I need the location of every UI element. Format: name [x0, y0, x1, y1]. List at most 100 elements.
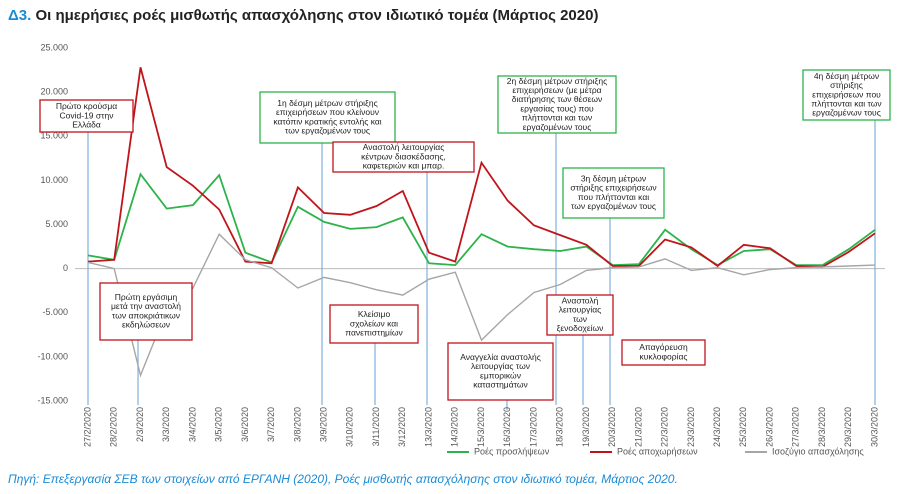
legend-label: Ισοζύγιο απασχόλησης	[772, 446, 864, 456]
x-tick-label: 16/3/2020	[502, 407, 512, 447]
annotation-box	[621, 339, 706, 366]
annotation-text: επιχειρήσεων που κλείνουν	[276, 107, 379, 117]
annotation-text: πανεπιστημίων	[345, 327, 402, 337]
x-tick-label: 3/9/2020	[318, 407, 328, 442]
annotation-text: κυκλοφορίας	[640, 351, 688, 361]
x-tick-label: 26/3/2020	[764, 407, 774, 447]
annotation-text: 4η δέσμη μέτρων	[814, 71, 879, 81]
x-tick-label: 3/3/2020	[161, 407, 171, 442]
annotation-text: που πλήττονται και	[578, 192, 649, 202]
annotation-text: Ελλάδα	[72, 119, 101, 129]
y-tick-label: 20.000	[40, 87, 68, 97]
x-tick-label: 15/3/2020	[476, 407, 486, 447]
annotation-text: εμπορικών	[480, 370, 521, 380]
annotation-text: στήριξης	[830, 80, 863, 90]
annotation-box	[802, 69, 891, 121]
annotation-text: Covid-19 στην	[60, 110, 114, 120]
x-tick-label: 25/3/2020	[738, 407, 748, 447]
annotation-text: Κλείσιμο	[358, 309, 391, 319]
x-tick-label: 3/8/2020	[292, 407, 302, 442]
x-tick-label: 28/3/2020	[817, 407, 827, 447]
y-tick-label: 25.000	[40, 42, 68, 52]
annotation-text: εργαζομένων τους	[523, 122, 592, 132]
y-tick-label: -15.000	[37, 395, 68, 405]
y-tick-label: 15.000	[40, 131, 68, 141]
annotation-box	[332, 141, 475, 173]
x-tick-label: 22/3/2020	[659, 407, 669, 447]
annotation-text: πλήττονται και των	[522, 113, 592, 123]
x-tick-label: 3/10/2020	[345, 407, 355, 447]
y-tick-label: 0	[63, 263, 68, 273]
x-tick-label: 3/7/2020	[266, 407, 276, 442]
annotation-text: μετά την αναστολή	[111, 301, 181, 311]
x-tick-label: 14/3/2020	[450, 407, 460, 447]
source: Πηγή: Επεξεργασία ΣΕΒ των στοιχείων από …	[8, 472, 678, 486]
x-tick-label: 28/2/2020	[109, 407, 119, 447]
annotation-text: λειτουργίας	[559, 305, 602, 315]
annotation-text: στήριξης επιχειρήσεων	[570, 183, 656, 193]
annotation-text: εργαζομένων τους	[812, 108, 881, 118]
annotation-text: Αναγγελία αναστολής	[460, 352, 541, 362]
x-tick-label: 20/3/2020	[607, 407, 617, 447]
annotation-box	[259, 91, 396, 144]
x-tick-label: 2/3/2020	[135, 407, 145, 442]
series-line	[87, 172, 876, 267]
annotation-box	[329, 304, 419, 344]
x-tick-label: 27/2/2020	[82, 407, 92, 447]
y-tick-label: -5.000	[42, 307, 68, 317]
annotation-text: Πρώτη εργάσιμη	[115, 292, 178, 302]
y-tick-label: -10.000	[37, 351, 68, 361]
x-tick-label: 3/11/2020	[371, 407, 381, 446]
x-tick-label: 27/3/2020	[791, 407, 801, 447]
annotation-text: κατόπιν κρατικής εντολής και	[273, 116, 381, 126]
annotation-text: επιχειρήσεων (με μέτρα	[512, 85, 601, 95]
annotation-text: 3η δέσμη μέτρων	[581, 173, 646, 183]
annotation-text: Πρώτο κρούσμα	[56, 101, 117, 111]
annotation-text: Αναστολή λειτουργίας	[363, 142, 445, 152]
x-tick-label: 17/3/2020	[528, 407, 538, 447]
annotation-text: των αποκριάτικων	[112, 310, 180, 320]
x-tick-label: 3/4/2020	[187, 407, 197, 442]
annotation-text: των	[573, 314, 587, 324]
annotation-text: των εργαζομένων τους	[285, 126, 370, 136]
x-tick-label: 3/12/2020	[397, 407, 407, 447]
legend-label: Ροές αποχωρήσεων	[617, 446, 698, 456]
annotation-text: των εργαζομένων τους	[571, 201, 656, 211]
annotation-box	[99, 282, 193, 341]
chart-title: Δ3. Οι ημερήσιες ροές μισθωτής απασχόλησ…	[8, 7, 598, 24]
x-tick-label: 3/6/2020	[240, 407, 250, 442]
annotation-box	[497, 75, 617, 134]
annotation-text: καταστημάτων	[473, 380, 527, 390]
annotation-text: πλήττονται και των	[811, 98, 881, 108]
annotation-text: 2η δέσμη μέτρων στήριξης	[507, 76, 607, 86]
annotation-box	[39, 99, 134, 133]
annotation-box	[562, 167, 665, 219]
annotation-box	[546, 294, 614, 336]
annotation-text: ξενοδοχείων	[557, 323, 604, 333]
annotation-text: σχολείων και	[350, 318, 398, 328]
annotation-text: λειτουργίας των	[471, 361, 530, 371]
legend-label: Ροές προσλήψεων	[474, 446, 550, 456]
annotation-text: 1η δέσμη μέτρων στήριξης	[277, 98, 377, 108]
x-tick-label: 24/3/2020	[712, 407, 722, 447]
x-tick-label: 23/3/2020	[686, 407, 696, 447]
series-line	[87, 233, 876, 378]
x-tick-label: 3/5/2020	[214, 407, 224, 442]
annotation-text: διατήρησης των θέσεων	[512, 94, 603, 104]
annotation-text: επιχειρήσεων που	[812, 89, 881, 99]
x-tick-label: 18/3/2020	[555, 407, 565, 447]
x-tick-label: 29/3/2020	[843, 407, 853, 447]
x-tick-label: 19/3/2020	[581, 407, 591, 447]
annotation-text: Απαγόρευση	[639, 342, 688, 352]
x-tick-label: 13/3/2020	[423, 407, 433, 447]
annotation-text: εργασίας τους) που	[520, 103, 594, 113]
series-line	[87, 67, 876, 268]
annotation-text: καφετεριών και μπαρ.	[363, 160, 445, 170]
x-tick-label: 21/3/2020	[633, 407, 643, 447]
annotation-text: κέντρων διασκέδασης,	[361, 151, 446, 161]
annotation-text: εκδηλώσεων	[122, 320, 170, 330]
annotation-text: Αναστολή	[562, 295, 599, 305]
figure-label: Δ3.	[8, 7, 31, 24]
y-tick-label: 5.000	[45, 219, 68, 229]
